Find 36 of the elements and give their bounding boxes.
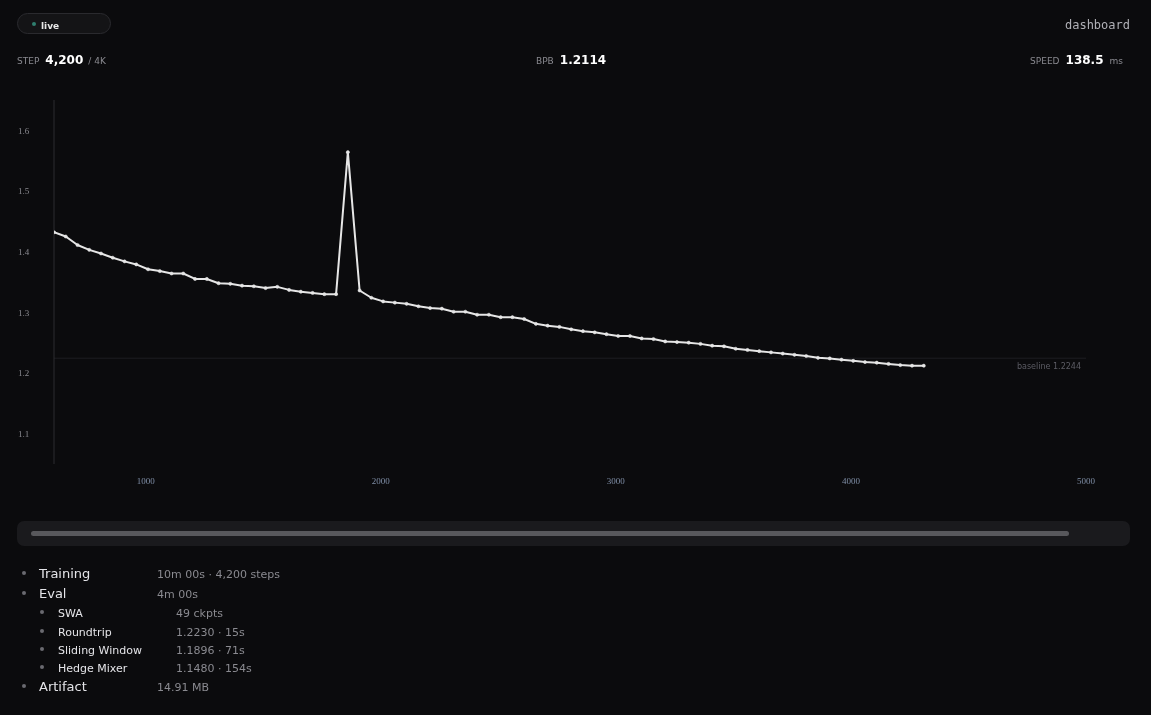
text: 4m 00s [157,588,198,601]
x-tick-label: 2000 [371,476,391,487]
text: Artifact [39,679,87,694]
text: 138.5 [1065,53,1104,67]
x-tick-label: 4000 [841,476,861,487]
ref-line-label: baseline 1.2244 [1016,361,1081,371]
text: Eval [39,586,67,601]
text: live [41,21,60,31]
text: Sliding Window [58,644,142,657]
text: Roundtrip [58,626,112,639]
y-tick-label: 1.3 [18,307,30,318]
y-tick-label: 1.4 [18,246,30,257]
text: 1.1896 · 71s [176,644,245,657]
text: 1.2230 · 15s [176,626,245,639]
text: 49 ckpts [176,607,223,620]
text: SWA [58,607,83,620]
text: 4,200 [45,53,84,67]
text: STEP [17,56,40,66]
text: BPB [536,56,554,66]
text: dashboard [1064,18,1130,32]
y-tick-label: 1.1 [18,428,30,439]
text: Hedge Mixer [58,662,128,675]
x-tick-label: 5000 [1077,476,1096,487]
x-tick-label: 3000 [606,476,626,487]
text: Training [39,566,91,581]
text: / 4K [88,56,106,66]
text: 1.1480 · 154s [176,662,252,675]
y-tick-label: 1.2 [18,368,30,379]
x-tick-label: 1000 [136,476,156,487]
y-tick-label: 1.6 [18,125,30,136]
text: 1.2114 [559,53,607,67]
text: ms [1109,56,1123,66]
text: 10m 00s · 4,200 steps [157,568,280,581]
text: SPEED [1030,56,1060,66]
y-tick-label: 1.5 [18,186,30,197]
text: 14.91 MB [157,681,210,694]
